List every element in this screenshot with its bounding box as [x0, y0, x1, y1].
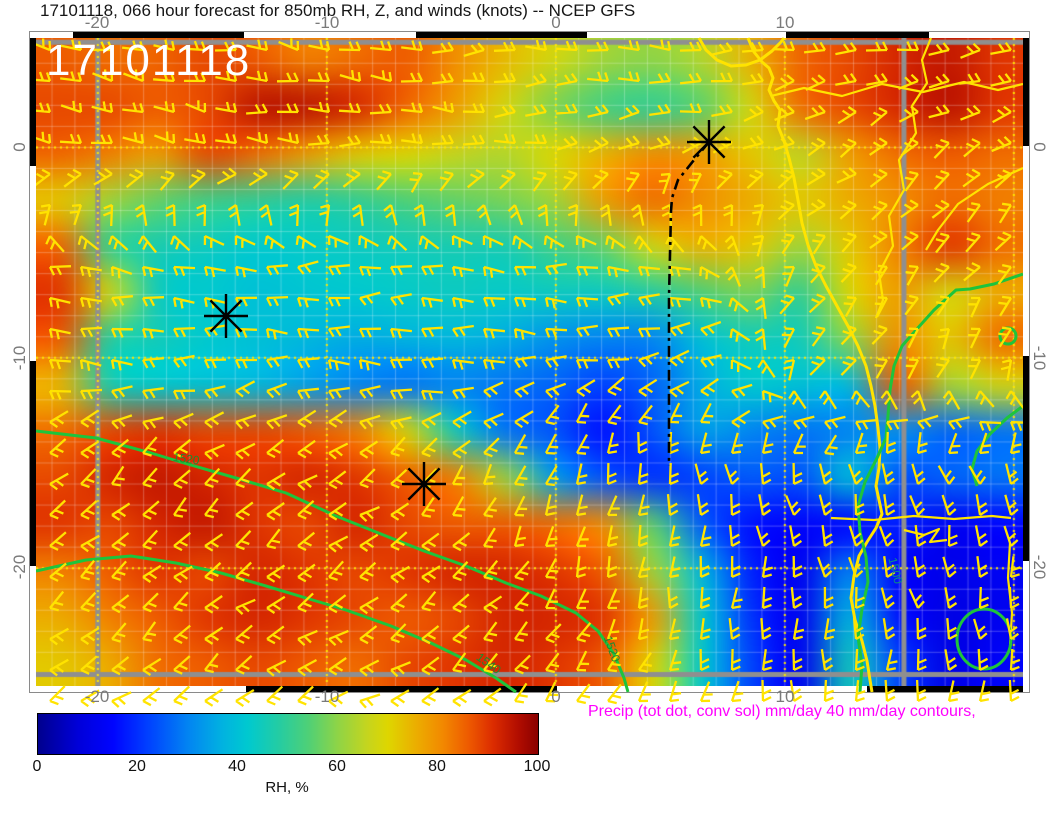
asterisk-marker: [204, 294, 248, 338]
precip-caption: Precip (tot dot, conv sol) mm/day 40 mm/…: [588, 703, 976, 720]
axis-tick-label: -10: [314, 13, 340, 32]
axis-tick-label: -20: [10, 554, 29, 580]
map-plot-area: 17101118 1520 1540 1520 1500: [36, 36, 1023, 709]
map-frame: 17101118 1520 1540 1520 1500: [29, 31, 1030, 709]
axis-tick-label: -10: [10, 345, 29, 371]
axis-tick-label: -10: [314, 687, 340, 706]
axis-tick-label: 10: [775, 687, 795, 706]
asterisk-marker: [687, 120, 731, 164]
asterisk-marker: [402, 462, 446, 506]
axis-tick-label: 40: [228, 758, 246, 775]
colorbar-title: RH, %: [265, 779, 309, 796]
axis-band-top: [36, 32, 1023, 38]
axis-tick-label: 60: [328, 758, 346, 775]
border-line: [830, 514, 1012, 522]
rh-field-canvas: [36, 38, 1023, 686]
border-line: [925, 166, 1023, 251]
axis-tick-label: 0: [551, 13, 561, 32]
rh-colorbar: [37, 713, 539, 755]
axis-tick-label: 0: [551, 687, 561, 706]
storm-track: [667, 141, 710, 466]
map-timestamp-label: 17101118: [46, 36, 252, 85]
axis-band-bottom: [36, 686, 1023, 692]
axis-tick-label: 10: [775, 13, 795, 32]
border-line: [874, 37, 933, 319]
axis-tick-label: 0: [32, 758, 42, 775]
plot-title: 17101118, 066 hour forecast for 850mb RH…: [40, 1, 636, 20]
axis-band-left: [30, 38, 36, 686]
axis-tick-label: 0: [1030, 142, 1049, 152]
axis-tick-label: 80: [428, 758, 446, 775]
z-contour: [856, 272, 1023, 693]
axis-tick-label: 20: [128, 758, 146, 775]
axis-tick-label: 0: [10, 142, 29, 152]
axis-tick-label: -20: [84, 13, 110, 32]
axis-tick-label: -20: [1030, 554, 1049, 580]
coastline: [697, 37, 786, 68]
axis-tick-label: -10: [1030, 345, 1049, 371]
map-overlay: [36, 37, 1023, 709]
axis-tick-label: 100: [523, 758, 551, 775]
axis-band-right: [1023, 38, 1029, 686]
coastline: [746, 37, 884, 693]
axis-tick-label: -20: [84, 687, 110, 706]
z-contour: [36, 554, 517, 694]
wind-barbs: [36, 38, 1023, 709]
z-contour: [36, 429, 630, 693]
